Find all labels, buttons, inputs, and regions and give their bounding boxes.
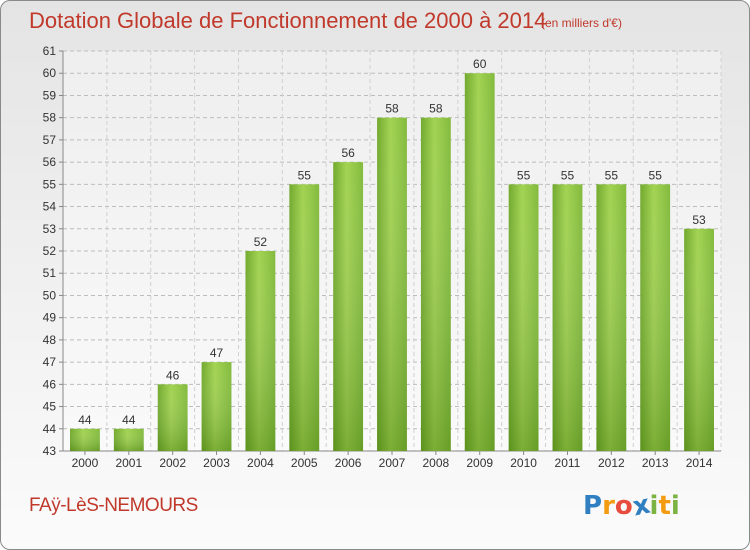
y-tick-label: 55 bbox=[43, 177, 57, 191]
bar-value-label: 52 bbox=[254, 235, 268, 249]
x-tick-label: 2004 bbox=[247, 456, 274, 470]
bar-value-label: 46 bbox=[166, 368, 180, 382]
y-tick-label: 51 bbox=[43, 266, 57, 280]
bar-shade bbox=[289, 184, 320, 452]
y-tick-label: 57 bbox=[43, 133, 57, 147]
x-tick-label: 2011 bbox=[555, 456, 581, 470]
x-tick-label: 2009 bbox=[466, 456, 493, 470]
y-tick-label: 43 bbox=[43, 444, 57, 458]
bar-value-label: 60 bbox=[473, 57, 487, 71]
logo-letter: i bbox=[670, 491, 680, 521]
proxiti-logo[interactable]: Proxiti bbox=[583, 490, 680, 523]
logo-letter: i bbox=[649, 491, 659, 521]
bar-value-label: 55 bbox=[561, 168, 575, 182]
y-tick-label: 52 bbox=[43, 244, 57, 258]
bar-shade bbox=[70, 428, 100, 451]
y-tick-label: 49 bbox=[43, 311, 57, 325]
y-tick-label: 54 bbox=[43, 200, 57, 214]
chart-title: Dotation Globale de Fonctionnement de 20… bbox=[29, 8, 547, 33]
town-name: FAÿ-LèS-NEMOURS bbox=[29, 495, 198, 516]
bar-value-label: 55 bbox=[649, 168, 663, 182]
bar-shade bbox=[420, 117, 451, 452]
x-tick-label: 2012 bbox=[598, 456, 625, 470]
bar-value-label: 44 bbox=[78, 413, 92, 427]
x-tick-label: 2013 bbox=[642, 456, 669, 470]
logo-letter: o bbox=[614, 491, 633, 521]
logo-letter: r bbox=[602, 491, 615, 521]
y-tick-label: 50 bbox=[43, 288, 57, 302]
bar-shade bbox=[377, 117, 407, 452]
x-tick-label: 2002 bbox=[159, 456, 186, 470]
bar-shade bbox=[157, 384, 188, 451]
bar-shade bbox=[113, 428, 144, 451]
y-tick-label: 44 bbox=[43, 422, 57, 436]
bar-value-label: 58 bbox=[385, 102, 399, 116]
bar-value-label: 55 bbox=[605, 168, 619, 182]
y-tick-label: 45 bbox=[43, 400, 57, 414]
bar-shade bbox=[464, 73, 495, 451]
x-tick-label: 2006 bbox=[335, 456, 362, 470]
x-tick-label: 2003 bbox=[203, 456, 230, 470]
x-tick-label: 2008 bbox=[423, 456, 450, 470]
y-tick-label: 47 bbox=[43, 355, 57, 369]
logo-letter: t bbox=[658, 491, 671, 521]
y-tick-label: 59 bbox=[43, 88, 57, 102]
bar-shade bbox=[552, 184, 583, 452]
bar-shade bbox=[508, 184, 539, 452]
x-tick-label: 2014 bbox=[686, 456, 713, 470]
logo-letter: P bbox=[583, 491, 603, 521]
bar-value-label: 55 bbox=[517, 168, 531, 182]
x-tick-label: 2010 bbox=[510, 456, 537, 470]
x-tick-label: 2001 bbox=[115, 456, 142, 470]
y-tick-label: 53 bbox=[43, 222, 57, 236]
y-tick-label: 58 bbox=[43, 111, 57, 125]
bar-value-label: 55 bbox=[298, 168, 312, 182]
bar-shade bbox=[201, 362, 232, 451]
bar-shade bbox=[333, 162, 364, 451]
bar-value-label: 53 bbox=[692, 213, 706, 227]
chart-unit: (en milliers d'€) bbox=[541, 16, 622, 30]
y-tick-label: 60 bbox=[43, 66, 57, 80]
bar-value-label: 44 bbox=[122, 413, 136, 427]
y-tick-label: 48 bbox=[43, 333, 57, 347]
bar-value-label: 47 bbox=[210, 346, 224, 360]
bar-value-label: 58 bbox=[429, 102, 443, 116]
y-tick-label: 46 bbox=[43, 377, 57, 391]
bar-shade bbox=[596, 184, 627, 452]
y-tick-label: 61 bbox=[43, 44, 57, 58]
x-tick-label: 2007 bbox=[379, 456, 406, 470]
bar-shade bbox=[640, 184, 671, 452]
x-tick-label: 2005 bbox=[291, 456, 318, 470]
bar-shade bbox=[684, 228, 714, 451]
bar-value-label: 56 bbox=[341, 146, 355, 160]
bar-shade bbox=[245, 251, 276, 451]
x-tick-label: 2000 bbox=[72, 456, 99, 470]
y-tick-label: 56 bbox=[43, 155, 57, 169]
